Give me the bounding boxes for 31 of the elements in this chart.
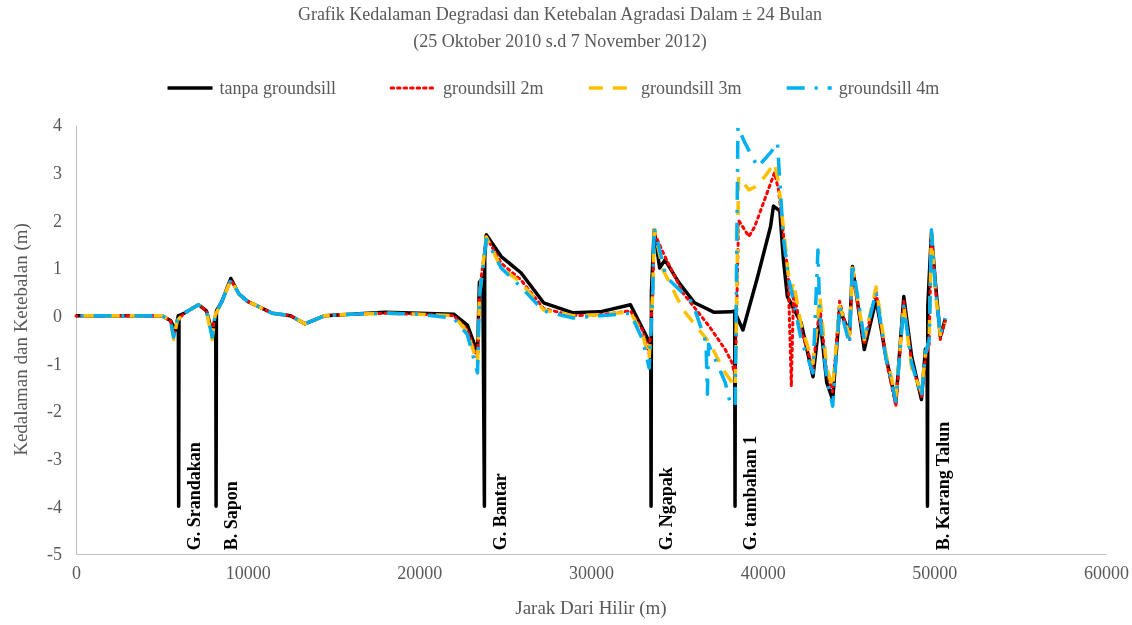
x-tick-label: 40000 [740,562,786,583]
y-tick-label: -5 [47,544,62,565]
chart-subtitle: (25 Oktober 2010 s.d 7 November 2012) [413,31,707,52]
y-tick-label: -2 [47,401,62,422]
x-tick-label: 10000 [225,562,271,583]
annotation: B. Karang Talun [932,421,953,551]
y-tick-label: -1 [47,353,62,374]
annotation: B. Sapon [221,481,242,551]
y-tick-label: -4 [47,496,62,517]
x-axis-title: Jarak Dari Hilir (m) [515,597,667,619]
x-tick-label: 20000 [397,562,443,583]
annotation: G. Bantar [489,473,510,551]
annotation: G. Srandakan [183,442,204,551]
y-tick-label: 3 [53,162,62,183]
legend-label: groundsill 3m [640,78,742,99]
x-tick-label: 50000 [912,562,958,583]
x-tick-label: 60000 [1084,562,1129,583]
y-tick-label: -3 [47,448,62,469]
y-tick-label: 0 [53,305,62,326]
annotation: G. tambahan 1 [740,435,761,551]
y-tick-label: 4 [53,115,62,136]
y-tick-label: 1 [53,258,62,279]
y-axis-title: Kedalaman dan Ketebalan (m) [10,223,32,456]
chart-title: Grafik Kedalaman Degradasi dan Ketebalan Agradasi Dalam ± 24 Bulan [297,4,823,24]
legend-label: groundsill 2m [443,78,544,99]
legend-label: groundsill 4m [838,78,940,99]
annotation: G. Ngapak [656,467,677,551]
x-tick-label: 0 [72,562,81,583]
y-tick-label: 2 [53,210,62,231]
legend-label: tanpa groundsill [219,78,336,99]
x-tick-label: 30000 [569,562,614,583]
